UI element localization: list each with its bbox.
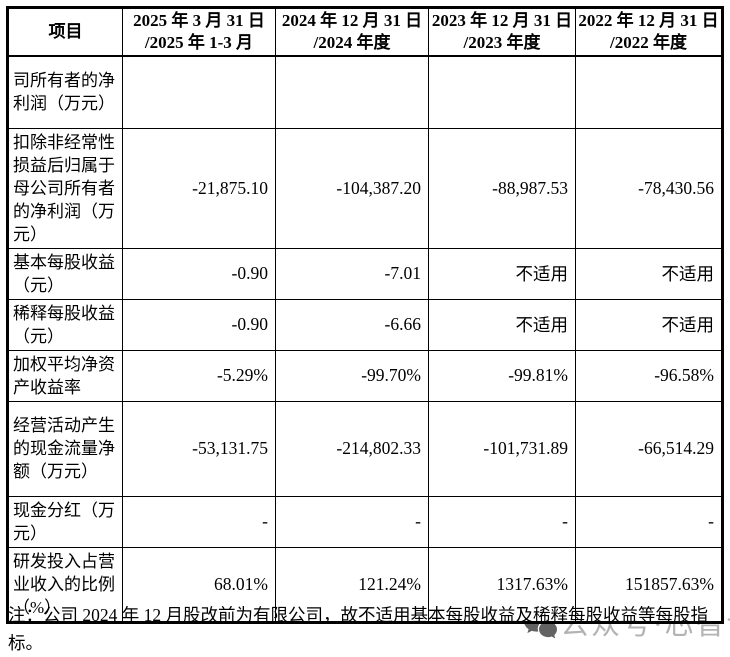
value-cell: -66,514.29	[575, 400, 723, 497]
period-date-line: 2023 年 12 月 31 日	[431, 11, 573, 30]
value-cell: 68.01%	[122, 546, 276, 623]
table-row-cash-dividend: 现金分红（万元） - - - -	[7, 495, 723, 548]
table-row-weighted-avg-roe: 加权平均净资产收益率 -5.29% -99.70% -99.81% -96.58…	[7, 349, 723, 402]
period-column-header-2022: 2022 年 12 月 31 日 /2022 年度	[575, 7, 723, 57]
value-cell: -7.01	[275, 247, 429, 300]
value-cell: -0.90	[122, 298, 276, 351]
value-cell: 151857.63%	[575, 546, 723, 623]
period-column-header-2025: 2025 年 3 月 31 日 /2025 年 1-3 月	[122, 7, 276, 57]
period-range-line: /2024 年度	[313, 33, 391, 52]
table-row-operating-cash-flow: 经营活动产生的现金流量净额（万元） -53,131.75 -214,802.33…	[7, 400, 723, 497]
row-label: 司所有者的净利润（万元）	[7, 55, 123, 129]
value-cell: -21,875.10	[122, 127, 276, 249]
table-row-rd-expense-ratio: 研发投入占营业收入的比例（%） 68.01% 121.24% 1317.63% …	[7, 546, 723, 623]
value-cell: 不适用	[575, 298, 723, 351]
value-cell	[575, 55, 723, 129]
table-row-net-profit-excl-nonrecurring: 扣除非经常性损益后归属于母公司所有者的净利润（万元） -21,875.10 -1…	[7, 127, 723, 249]
value-cell: -88,987.53	[428, 127, 576, 249]
value-cell	[122, 55, 276, 129]
value-cell: -6.66	[275, 298, 429, 351]
table-row-diluted-eps: 稀释每股收益（元） -0.90 -6.66 不适用 不适用	[7, 298, 723, 351]
row-label: 加权平均净资产收益率	[7, 349, 123, 402]
financial-indicators-table: 项目 2025 年 3 月 31 日 /2025 年 1-3 月 2024 年 …	[6, 6, 724, 624]
value-cell	[428, 55, 576, 129]
row-label: 经营活动产生的现金流量净额（万元）	[7, 400, 123, 497]
value-cell: 1317.63%	[428, 546, 576, 623]
value-cell: -99.81%	[428, 349, 576, 402]
value-cell: 不适用	[428, 298, 576, 351]
value-cell: -104,387.20	[275, 127, 429, 249]
value-cell: -	[428, 495, 576, 548]
period-range-line: /2022 年度	[610, 33, 687, 52]
value-cell	[275, 55, 429, 129]
value-cell: -78,430.56	[575, 127, 723, 249]
value-cell: -101,731.89	[428, 400, 576, 497]
table-row-basic-eps: 基本每股收益（元） -0.90 -7.01 不适用 不适用	[7, 247, 723, 300]
value-cell: 不适用	[428, 247, 576, 300]
value-cell: -99.70%	[275, 349, 429, 402]
row-label: 研发投入占营业收入的比例（%）	[7, 546, 123, 623]
item-column-header: 项目	[7, 7, 123, 57]
value-cell: 121.24%	[275, 546, 429, 623]
value-cell: -	[575, 495, 723, 548]
footnote: 注：公司 2024 年 12 月股改前为有限公司，故不适用基本每股收益及稀释每股…	[8, 605, 708, 653]
row-label: 稀释每股收益（元）	[7, 298, 123, 351]
value-cell: -	[122, 495, 276, 548]
value-cell: 不适用	[575, 247, 723, 300]
value-cell: -214,802.33	[275, 400, 429, 497]
row-label: 现金分红（万元）	[7, 495, 123, 548]
period-range-line: /2023 年度	[463, 33, 541, 52]
value-cell: -0.90	[122, 247, 276, 300]
period-range-line: /2025 年 1-3 月	[144, 33, 254, 52]
row-label: 扣除非经常性损益后归属于母公司所有者的净利润（万元）	[7, 127, 123, 249]
value-cell: -5.29%	[122, 349, 276, 402]
value-cell: -96.58%	[575, 349, 723, 402]
item-column-label: 项目	[48, 22, 83, 41]
period-column-header-2023: 2023 年 12 月 31 日 /2023 年度	[428, 7, 576, 57]
row-label: 基本每股收益（元）	[7, 247, 123, 300]
value-cell: -	[275, 495, 429, 548]
header-row: 项目 2025 年 3 月 31 日 /2025 年 1-3 月 2024 年 …	[7, 7, 723, 57]
period-date-line: 2025 年 3 月 31 日	[133, 11, 265, 30]
period-date-line: 2022 年 12 月 31 日	[578, 11, 719, 30]
period-date-line: 2024 年 12 月 31 日	[281, 11, 423, 30]
table-row-net-profit-continued: 司所有者的净利润（万元）	[7, 55, 723, 129]
period-column-header-2024: 2024 年 12 月 31 日 /2024 年度	[275, 7, 429, 57]
value-cell: -53,131.75	[122, 400, 276, 497]
